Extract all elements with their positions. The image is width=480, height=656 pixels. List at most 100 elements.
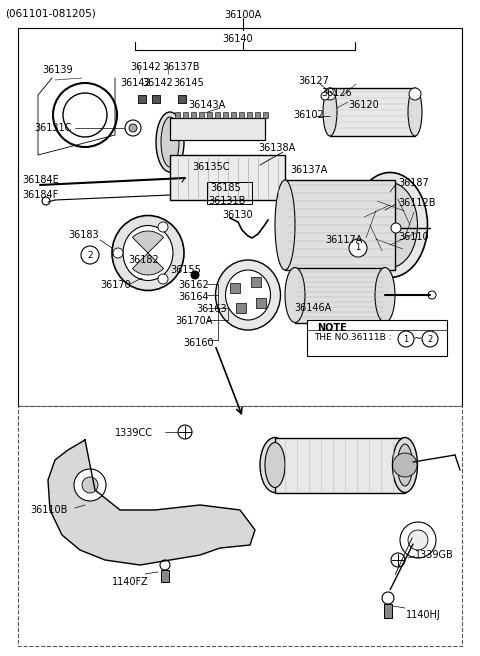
Text: 36185: 36185 xyxy=(210,183,241,193)
Bar xyxy=(170,118,265,140)
Circle shape xyxy=(74,469,106,501)
Bar xyxy=(161,570,169,582)
Text: 36182: 36182 xyxy=(128,255,159,265)
Text: 36142: 36142 xyxy=(120,78,151,88)
Bar xyxy=(384,604,392,618)
Ellipse shape xyxy=(112,216,184,291)
Circle shape xyxy=(53,83,117,147)
Bar xyxy=(183,112,188,118)
Text: 36100A: 36100A xyxy=(224,10,262,20)
Text: 36163: 36163 xyxy=(196,304,227,314)
Bar xyxy=(275,438,405,493)
Text: 36187: 36187 xyxy=(398,178,429,188)
Ellipse shape xyxy=(408,88,422,136)
Ellipse shape xyxy=(123,226,173,281)
Circle shape xyxy=(393,453,417,477)
Text: 36127: 36127 xyxy=(298,76,329,86)
Circle shape xyxy=(158,222,168,232)
Circle shape xyxy=(349,239,367,257)
Text: 36162: 36162 xyxy=(178,280,209,290)
Bar xyxy=(138,95,146,103)
Text: 1339CC: 1339CC xyxy=(115,428,153,438)
Ellipse shape xyxy=(375,268,395,323)
Text: 36160: 36160 xyxy=(183,338,214,348)
Circle shape xyxy=(158,274,168,284)
Circle shape xyxy=(129,124,137,132)
Text: 36170A: 36170A xyxy=(175,316,212,326)
Circle shape xyxy=(324,88,336,100)
Polygon shape xyxy=(48,440,255,565)
Circle shape xyxy=(160,560,170,570)
Text: 1339GB: 1339GB xyxy=(415,550,454,560)
Circle shape xyxy=(81,246,99,264)
Circle shape xyxy=(321,92,329,100)
Bar xyxy=(230,283,240,293)
Circle shape xyxy=(391,553,405,567)
Bar xyxy=(191,112,196,118)
Ellipse shape xyxy=(362,182,418,268)
Text: 36120: 36120 xyxy=(348,100,379,110)
Circle shape xyxy=(408,530,428,550)
Text: 36140: 36140 xyxy=(223,34,253,44)
Text: 36131B: 36131B xyxy=(208,196,245,206)
Text: 36110B: 36110B xyxy=(30,505,67,515)
Ellipse shape xyxy=(216,260,280,330)
Text: (061101-081205): (061101-081205) xyxy=(5,8,96,18)
Text: 36184E: 36184E xyxy=(22,175,59,185)
Bar xyxy=(295,268,385,323)
Bar xyxy=(18,406,462,646)
Bar xyxy=(330,88,415,136)
Circle shape xyxy=(63,93,107,137)
Bar xyxy=(18,28,462,406)
Text: 36137B: 36137B xyxy=(162,62,200,72)
Bar xyxy=(199,112,204,118)
Text: 36135C: 36135C xyxy=(192,162,229,172)
Text: 36117A: 36117A xyxy=(325,235,362,245)
Bar xyxy=(307,320,447,356)
Bar xyxy=(175,112,180,118)
Text: 2: 2 xyxy=(87,251,93,260)
Text: 36137A: 36137A xyxy=(290,165,327,175)
Text: 36155: 36155 xyxy=(170,265,201,275)
Text: 36138A: 36138A xyxy=(258,143,295,153)
Ellipse shape xyxy=(265,443,285,487)
Ellipse shape xyxy=(285,268,305,323)
Circle shape xyxy=(113,248,123,258)
Bar xyxy=(263,112,268,118)
Text: 1140FZ: 1140FZ xyxy=(112,577,149,587)
Ellipse shape xyxy=(393,438,418,493)
Text: 1: 1 xyxy=(403,335,408,344)
Text: 36146A: 36146A xyxy=(294,303,331,313)
Text: 36142: 36142 xyxy=(130,62,161,72)
Text: THE NO.36111B :: THE NO.36111B : xyxy=(314,333,392,342)
Ellipse shape xyxy=(260,438,290,493)
Bar xyxy=(207,112,212,118)
Text: 36112B: 36112B xyxy=(398,198,435,208)
Text: NOTE: NOTE xyxy=(317,323,347,333)
Bar xyxy=(231,112,236,118)
Bar xyxy=(255,112,260,118)
Ellipse shape xyxy=(323,88,337,136)
Text: 36164: 36164 xyxy=(178,292,209,302)
Text: 2: 2 xyxy=(427,335,432,344)
Bar xyxy=(152,95,160,103)
Bar xyxy=(170,118,265,140)
Ellipse shape xyxy=(226,270,271,320)
Ellipse shape xyxy=(275,180,295,270)
Text: 36170: 36170 xyxy=(100,280,131,290)
Wedge shape xyxy=(132,253,164,275)
Wedge shape xyxy=(132,231,164,253)
Circle shape xyxy=(178,425,192,439)
Circle shape xyxy=(428,291,436,299)
Ellipse shape xyxy=(352,173,428,277)
Circle shape xyxy=(422,331,438,347)
Bar xyxy=(236,303,245,313)
Circle shape xyxy=(391,223,401,233)
Text: 36139: 36139 xyxy=(42,65,72,75)
Circle shape xyxy=(409,88,421,100)
Circle shape xyxy=(382,592,394,604)
Bar xyxy=(207,182,252,204)
Bar xyxy=(239,112,244,118)
Text: 36184F: 36184F xyxy=(22,190,58,200)
Text: 36130: 36130 xyxy=(222,210,252,220)
